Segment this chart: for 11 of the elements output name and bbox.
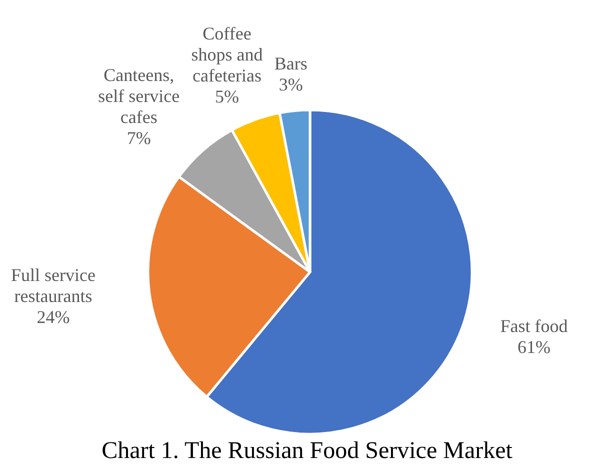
slice-label: Coffee shops and cafeterias bbox=[191, 24, 263, 86]
data-label: 3% bbox=[278, 74, 303, 94]
slice-label: Fast food bbox=[500, 316, 568, 336]
data-label: 7% bbox=[126, 128, 151, 148]
slice-label: Canteens, self service cafes bbox=[98, 65, 180, 128]
data-label: 61% bbox=[518, 337, 551, 358]
data-label: 24% bbox=[36, 307, 70, 328]
text: Chart 1. The Russian Food Service Market bbox=[102, 438, 513, 464]
data-label: 5% bbox=[215, 86, 240, 107]
slice-label: Full service restaurants bbox=[11, 265, 96, 306]
slice-label: Bars bbox=[274, 54, 308, 74]
